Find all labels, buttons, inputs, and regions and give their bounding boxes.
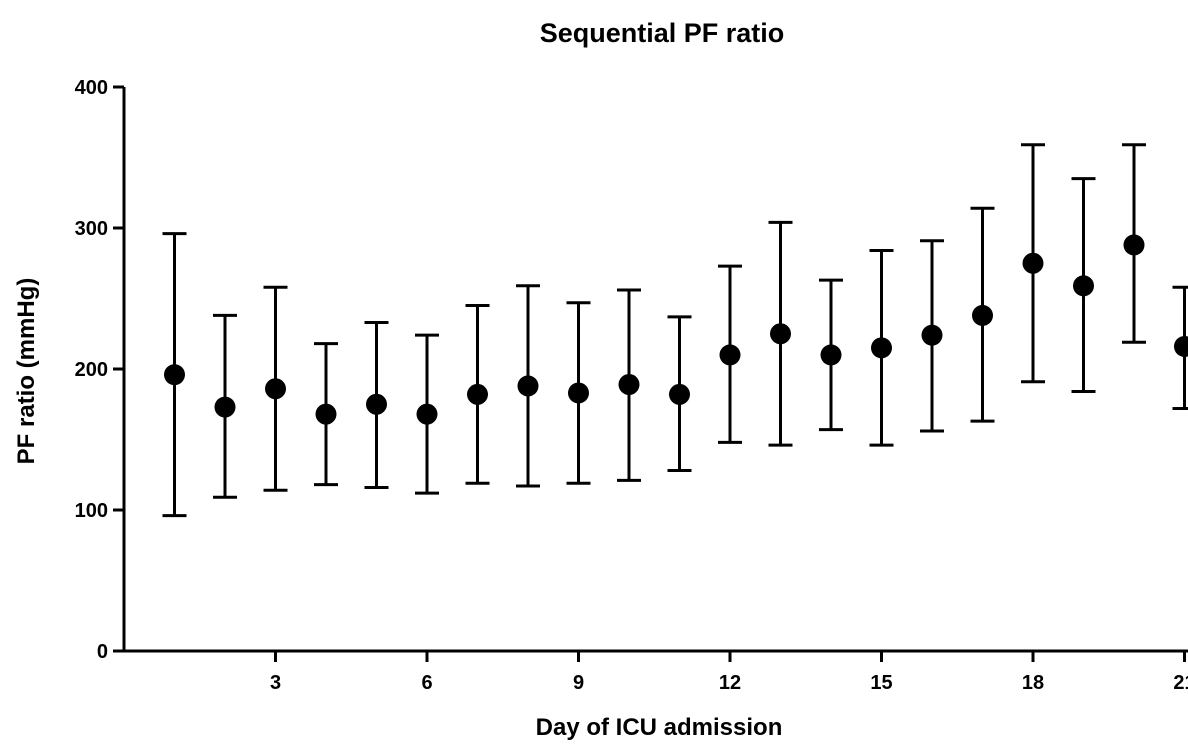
data-point	[618, 374, 640, 396]
data-point	[1022, 252, 1044, 274]
data-point	[921, 324, 943, 346]
data-point	[517, 375, 539, 397]
y-tick-label: 400	[75, 77, 108, 99]
data-point	[669, 383, 690, 405]
data-point	[871, 337, 892, 359]
chart-title: Sequential PF ratio	[540, 18, 785, 48]
data-point	[467, 383, 488, 405]
y-tick-label: 200	[75, 359, 108, 381]
data-point	[568, 382, 589, 404]
x-tick-label: 18	[1022, 672, 1044, 694]
x-axis-title: Day of ICU admission	[536, 714, 783, 741]
x-tick-label: 21	[1173, 672, 1188, 694]
data-marks	[162, 143, 1188, 518]
x-tick-label: 3	[270, 672, 281, 694]
data-point	[366, 393, 387, 415]
data-point	[315, 403, 337, 425]
data-point	[1174, 335, 1188, 357]
y-tick-label: 0	[97, 641, 108, 663]
y-axis-title: PF ratio (mmHg)	[13, 278, 40, 465]
data-point	[1123, 234, 1145, 256]
y-tick-label: 300	[75, 218, 108, 240]
y-tick-label: 100	[75, 500, 108, 522]
data-point	[1073, 275, 1094, 297]
x-tick-label: 6	[421, 672, 432, 694]
data-point	[820, 344, 842, 366]
data-point	[719, 344, 741, 366]
data-point	[416, 403, 438, 425]
data-point	[972, 304, 993, 326]
x-tick-label: 12	[719, 672, 741, 694]
data-point	[164, 364, 185, 386]
data-point	[770, 323, 791, 345]
x-tick-label: 15	[870, 672, 892, 694]
data-point	[265, 378, 286, 400]
data-point	[214, 396, 236, 418]
x-tick-label: 9	[573, 672, 584, 694]
axes: 0 100 200 300 400 3 6 9 12 15 18 21	[75, 77, 1188, 694]
